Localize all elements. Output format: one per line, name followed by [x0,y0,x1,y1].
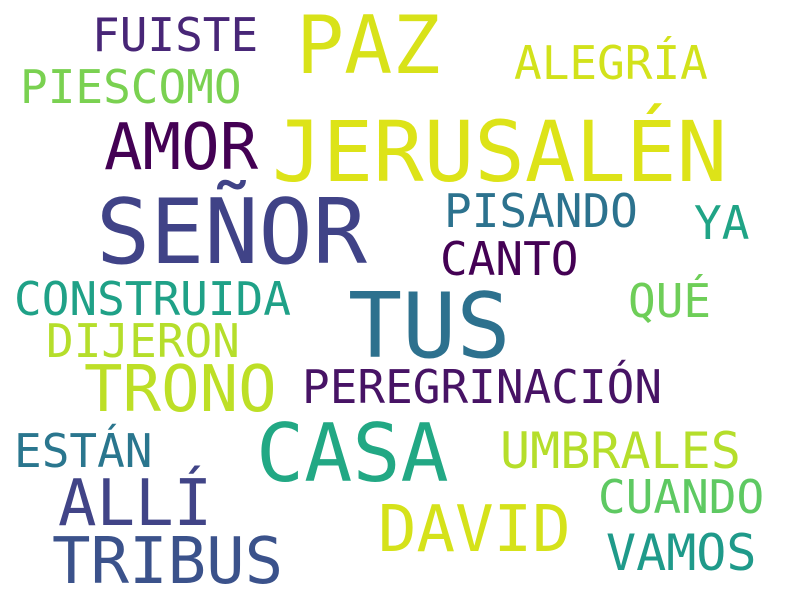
word-fuiste: FUISTE [92,8,259,62]
word-senor: SEÑOR [96,180,367,285]
word-dijeron: DIJERON [46,314,240,368]
word-alli: ALLÍ [58,467,213,541]
word-casa: CASA [256,407,449,500]
word-que: QUÉ [628,274,712,328]
word-pisando: PISANDO [444,184,638,238]
word-tribus: TRIBUS [52,525,284,599]
word-construida: CONSTRUIDA [14,272,291,326]
word-david: DAVID [378,493,571,567]
word-tus: TUS [348,274,511,379]
word-canto: CANTO [440,232,579,286]
word-amor: AMOR [104,111,259,185]
word-alegria: ALEGRÍA [514,36,708,90]
word-umbrales: UMBRALES [500,422,741,480]
word-peregrinacion: PEREGRINACIÓN [302,360,663,414]
word-trono: TRONO [84,353,277,427]
word-paz: PAZ [296,0,441,92]
word-vamos: VAMOS [606,524,757,582]
word-estan: ESTÁN [14,424,153,478]
word-ya: YA [694,196,750,250]
word-piescomo: PIESCOMO [20,60,242,114]
word-cuando: CUANDO [598,470,765,524]
word-jerusalen: JERUSALÉN [272,103,728,201]
